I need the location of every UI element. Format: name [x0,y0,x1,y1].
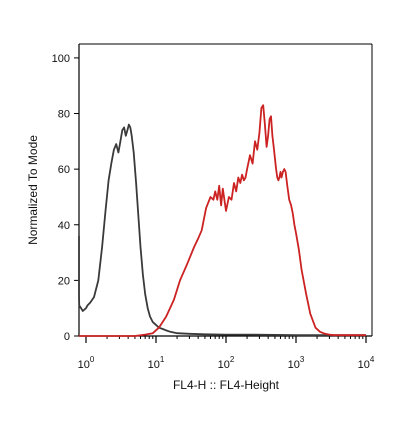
series-line-1 [78,123,366,337]
x-tick-base: 10 [78,359,90,371]
x-tick-base: 10 [218,359,230,371]
x-tick-base: 10 [148,359,160,371]
x-tick-exponent: 2 [230,355,235,364]
x-tick-exponent: 4 [370,355,375,364]
y-axis-ticks: 0 20 40 60 80 100 [52,53,79,343]
y-tick-label: 80 [58,109,70,121]
x-axis-ticks: 100 101 102 103 104 [78,336,375,371]
x-tick-label: 100 [78,355,95,371]
series-line-2 [79,104,366,337]
x-axis-title: FL4-H :: FL4-Height [173,378,280,392]
x-tick-exponent: 0 [90,355,95,364]
x-tick-label: 102 [218,355,235,371]
y-tick-label: 60 [58,164,70,176]
y-tick-label: 0 [64,331,70,343]
x-tick-base: 10 [288,359,300,371]
plot-frame [78,43,373,337]
x-tick-label: 101 [148,355,165,371]
y-tick-label: 40 [58,220,70,232]
series-layer [78,104,366,337]
y-tick-label: 20 [58,275,70,287]
y-axis-title: Normalized To Mode [26,135,40,245]
x-tick-exponent: 1 [160,355,165,364]
x-tick-label: 104 [358,355,375,371]
x-tick-exponent: 3 [300,355,305,364]
x-tick-label: 103 [288,355,305,371]
y-tick-label: 100 [52,53,70,65]
x-tick-base: 10 [358,359,370,371]
